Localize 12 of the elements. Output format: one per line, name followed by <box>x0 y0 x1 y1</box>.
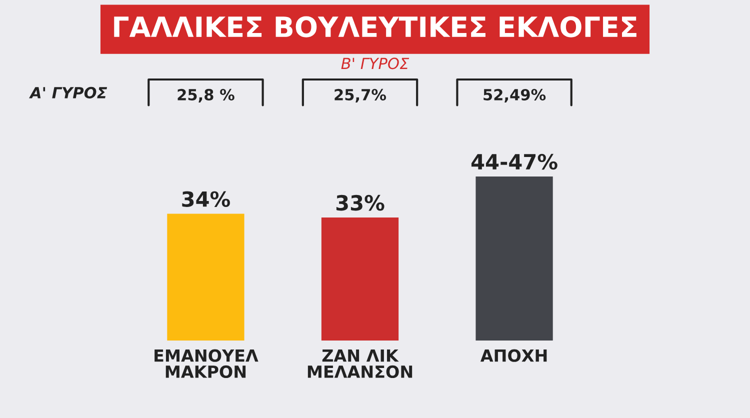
text: Α' ΓΥΡΟΣ <box>29 86 108 98</box>
x-tick-label: ΑΠΟΧΗ <box>480 349 547 362</box>
text: 52,49% <box>484 88 546 102</box>
text: 25,7% <box>334 88 386 102</box>
x-tick-label: ΖΑΝ ΛΙΚ ΜΕΛΑΝΣΟΝ <box>308 350 412 378</box>
data-label: 44-47% <box>471 154 558 170</box>
data-label: 33% <box>336 194 384 211</box>
text: 25,8 % <box>178 88 234 102</box>
chart-title: ΓΑΛΛΙΚΕΣ ΒΟΥΛΕΥΤΙΚΕΣ ΕΚΛΟΓΕΣ <box>114 16 636 38</box>
x-tick-label: ΕΜΑΝΟΥΕΛ ΜΑΚΡΟΝ <box>154 349 258 378</box>
data-label: 34% <box>182 191 230 207</box>
chart-subtitle: Β' ΓΥΡΟΣ <box>341 58 410 70</box>
